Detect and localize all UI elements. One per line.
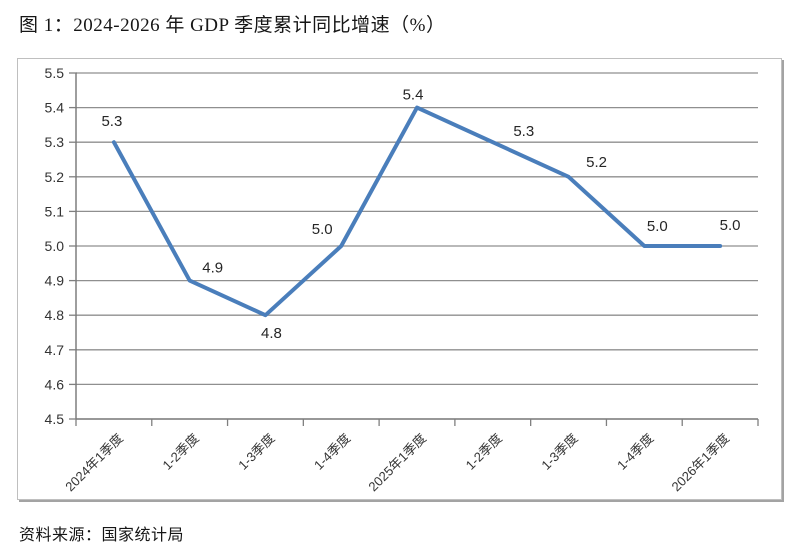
data-point-label: 5.2 bbox=[586, 154, 607, 171]
y-axis-tick-label: 5.5 bbox=[45, 65, 65, 81]
data-point-label: 4.9 bbox=[202, 260, 223, 277]
x-axis-tick-label: 1-2季度 bbox=[463, 431, 505, 473]
x-axis-tick-label: 1-4季度 bbox=[311, 431, 353, 473]
chart-frame: 4.5 4.6 4.7 4.8 4.9 5.0 5.1 5.2 5.3 5.4 5.5 2024年1季… bbox=[17, 58, 782, 500]
x-axis-tick-label: 1-2季度 bbox=[160, 431, 202, 473]
data-point-label: 5.0 bbox=[720, 217, 741, 234]
x-axis-tick-label: 2024年1季度 bbox=[62, 431, 126, 495]
data-point-label: 5.0 bbox=[647, 218, 668, 235]
y-axis-tick-label: 5.0 bbox=[45, 238, 65, 254]
y-axis-tick-label: 4.7 bbox=[45, 342, 65, 358]
chart-title: 图 1：2024-2026 年 GDP 季度累计同比增速（%） bbox=[19, 15, 446, 36]
data-point-label: 5.3 bbox=[101, 113, 122, 130]
data-point-label: 4.8 bbox=[261, 325, 282, 342]
x-axis-tick-label: 1-3季度 bbox=[235, 431, 277, 473]
y-axis-tick-label: 5.3 bbox=[45, 134, 65, 150]
x-axis-tick-label: 2025年1季度 bbox=[365, 431, 429, 495]
x-axis-tick-label: 2026年1季度 bbox=[668, 431, 732, 495]
data-point-label: 5.3 bbox=[513, 123, 534, 140]
y-axis-tick-label: 4.8 bbox=[45, 307, 65, 323]
x-axis-tick-label: 1-4季度 bbox=[614, 431, 656, 473]
y-axis-tick-label: 5.1 bbox=[45, 203, 65, 219]
data-point-label: 5.0 bbox=[312, 221, 333, 238]
source-note: 资料来源：国家统计局 bbox=[19, 527, 185, 544]
series-line bbox=[111, 105, 723, 318]
data-point-label: 5.4 bbox=[403, 87, 424, 104]
y-axis-tick-label: 5.4 bbox=[45, 100, 65, 116]
y-axis-tick-label: 4.5 bbox=[45, 411, 65, 427]
gdp-line-chart: 4.5 4.6 4.7 4.8 4.9 5.0 5.1 5.2 5.3 5.4 5.5 2024年1季… bbox=[45, 65, 759, 495]
y-axis-tick-label: 4.9 bbox=[45, 273, 65, 289]
y-axis-tick-label: 4.6 bbox=[45, 376, 65, 392]
y-axis-tick-label: 5.2 bbox=[45, 169, 65, 185]
x-axis-tick-label: 1-3季度 bbox=[538, 431, 580, 473]
